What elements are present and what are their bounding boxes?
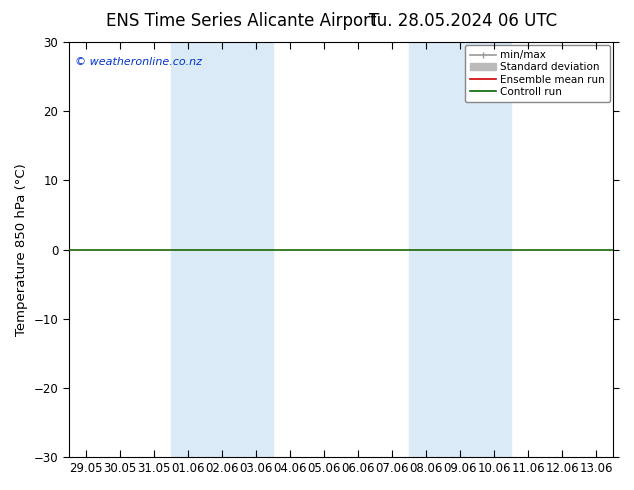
Legend: min/max, Standard deviation, Ensemble mean run, Controll run: min/max, Standard deviation, Ensemble me… (465, 45, 611, 102)
Bar (409, 42, 511, 457)
Bar (171, 42, 273, 457)
Text: ENS Time Series Alicante Airport: ENS Time Series Alicante Airport (106, 12, 376, 30)
Text: © weatheronline.co.nz: © weatheronline.co.nz (75, 56, 202, 67)
Y-axis label: Temperature 850 hPa (°C): Temperature 850 hPa (°C) (15, 163, 28, 336)
Text: Tu. 28.05.2024 06 UTC: Tu. 28.05.2024 06 UTC (369, 12, 557, 30)
